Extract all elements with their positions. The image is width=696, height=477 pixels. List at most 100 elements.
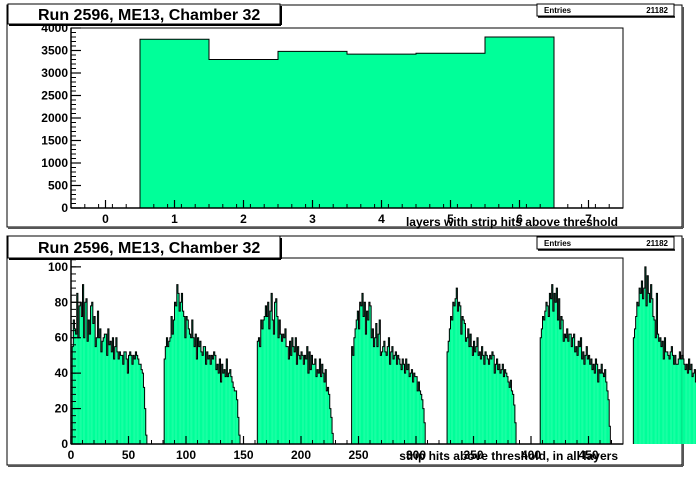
bin-532 <box>682 358 684 444</box>
bin-211 <box>313 364 315 444</box>
bin-81 <box>164 358 166 444</box>
bin-187 <box>286 346 288 444</box>
bin-370 <box>496 358 498 444</box>
bin-428 <box>563 341 565 444</box>
bin-171 <box>267 302 269 444</box>
bin-364 <box>489 355 491 444</box>
bin-39 <box>115 337 118 444</box>
bin-511 <box>658 341 660 444</box>
bin-1 <box>72 346 74 444</box>
bin-540 <box>692 376 694 444</box>
bin-513 <box>660 346 663 444</box>
bin-535 <box>686 364 688 444</box>
bin-89 <box>173 320 175 444</box>
bin-296 <box>411 369 413 444</box>
bin-497 <box>642 298 644 444</box>
bin-527 <box>677 364 679 444</box>
bin-48 <box>126 358 128 444</box>
histogram-bars <box>139 36 555 209</box>
bin-11 <box>83 337 85 444</box>
bin-275 <box>387 346 389 444</box>
bin-130 <box>220 382 222 444</box>
x-tick-label: 250 <box>348 448 368 462</box>
bin-123 <box>212 358 214 444</box>
bin-420 <box>554 293 556 444</box>
y-tick-label: 0 <box>61 437 68 451</box>
cluster-6 <box>539 284 611 444</box>
bin-107 <box>194 346 196 444</box>
bin-90 <box>174 302 176 444</box>
y-axis: 0 20 40 60 80 100 <box>48 258 81 451</box>
bin-457 <box>596 364 598 444</box>
bin-125 <box>214 355 216 444</box>
bin-279 <box>391 346 394 444</box>
bin-63 <box>143 387 145 444</box>
bin-271 <box>382 346 384 444</box>
bin-83 <box>166 337 168 444</box>
bin-376 <box>503 376 505 444</box>
bin-46 <box>123 351 126 444</box>
bin-494 <box>639 288 641 444</box>
bin-333 <box>453 305 456 444</box>
bin-377 <box>504 369 506 444</box>
bin-386 <box>514 422 517 444</box>
bin-536 <box>687 373 689 444</box>
bin-56 <box>135 351 137 444</box>
cluster-outline <box>256 292 334 444</box>
bin-445 <box>582 351 584 444</box>
y-tick-label: 20 <box>55 402 69 416</box>
bin-537 <box>688 358 690 444</box>
bin-362 <box>487 358 489 444</box>
bin-327 <box>447 351 449 444</box>
bin-203 <box>304 355 306 444</box>
bin-454 <box>593 364 595 444</box>
bin-126 <box>215 369 218 444</box>
bin-41 <box>118 358 120 444</box>
x-axis: 0 50 100 150 200 250 300 350 400 450 <box>68 436 624 462</box>
bin-366 <box>491 351 494 444</box>
bin-19 <box>92 323 95 444</box>
bin-288 <box>402 358 404 444</box>
bin-449 <box>587 358 589 444</box>
bin-139 <box>230 376 233 444</box>
bin-375 <box>502 364 504 444</box>
bin-52 <box>130 355 132 444</box>
bin-177 <box>274 302 276 444</box>
bin-42 <box>119 351 121 444</box>
bar-layer-5 <box>416 53 485 209</box>
x-tick-label: 2 <box>240 212 247 226</box>
bin-418 <box>551 284 553 444</box>
x-tick-label: 400 <box>521 448 541 462</box>
bin-259 <box>368 302 371 444</box>
bin-15 <box>88 320 90 444</box>
bin-102 <box>188 328 190 444</box>
x-tick-label: 4 <box>378 212 385 226</box>
bin-97 <box>182 311 184 444</box>
bin-99 <box>184 337 187 444</box>
stats-entries-value: 21182 <box>646 239 668 248</box>
bin-121 <box>210 364 212 444</box>
bin-359 <box>483 364 486 444</box>
bin-220 <box>324 382 326 444</box>
bin-209 <box>311 355 313 444</box>
x-tick-label: 0 <box>102 212 109 226</box>
bin-108 <box>195 334 197 444</box>
bin-12 <box>84 302 86 444</box>
bin-185 <box>283 337 285 444</box>
bin-335 <box>456 288 458 444</box>
bin-133 <box>223 369 226 444</box>
bin-342 <box>464 323 466 444</box>
bin-164 <box>259 346 261 444</box>
bin-490 <box>634 328 636 444</box>
x-tick-label: 350 <box>463 448 483 462</box>
bin-127 <box>217 364 219 444</box>
bin-223 <box>327 387 329 444</box>
bin-98 <box>183 316 185 444</box>
bin-336 <box>457 311 459 444</box>
bin-264 <box>374 337 376 444</box>
bin-539 <box>690 364 693 444</box>
bin-384 <box>512 394 514 444</box>
bin-443 <box>580 337 582 444</box>
bin-514 <box>662 341 664 444</box>
